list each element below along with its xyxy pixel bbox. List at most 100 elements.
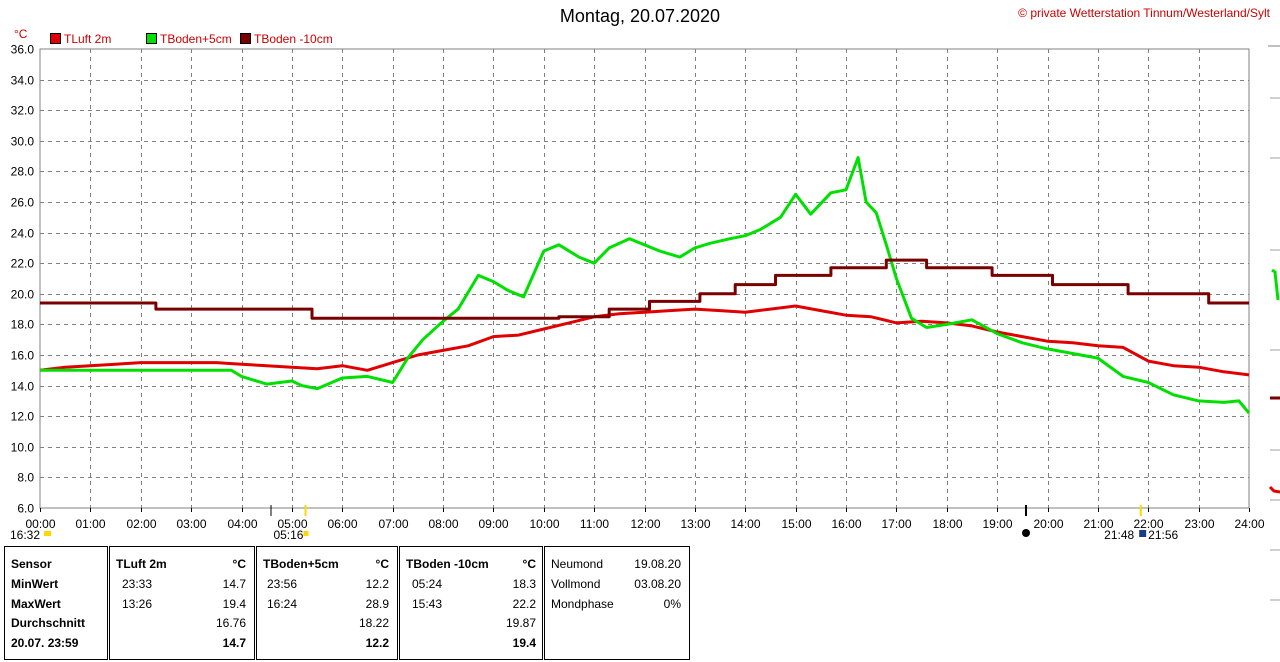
annotation-label: 21:56 — [1148, 528, 1178, 542]
max-time: 15:43 — [412, 597, 443, 611]
legend-swatch — [240, 33, 251, 44]
x-tick-label: 10:00 — [529, 517, 559, 531]
max-value: 28.9 — [365, 597, 389, 611]
x-tick-label: 09:00 — [478, 517, 508, 531]
min-value: 14.7 — [222, 577, 246, 591]
legend-swatch — [50, 33, 61, 44]
x-tick-label: 15:00 — [781, 517, 811, 531]
x-tick-label: 22:00 — [1133, 517, 1163, 531]
y-tick-label: 14.0 — [11, 380, 35, 394]
legend-label: TBoden+5cm — [160, 32, 232, 46]
series-line-3 — [40, 258, 1249, 320]
column-unit: °C — [522, 557, 536, 571]
legend-label: TLuft 2m — [64, 32, 112, 46]
current-value: 12.2 — [365, 636, 389, 650]
plot-area — [39, 48, 1250, 509]
y-tick-label: 22.0 — [11, 257, 35, 271]
series-line-1 — [39, 304, 1250, 377]
max-time: 13:26 — [122, 597, 153, 611]
y-tick-label: 12.0 — [11, 410, 35, 424]
y-tick-label: 28.0 — [11, 165, 35, 179]
x-tick-label: 00:00 — [25, 517, 55, 531]
stats-column-tboden5: TBoden+5cm °C 23:56 12.2 16:24 28.9 18.2… — [256, 546, 398, 660]
chart-title: Montag, 20.07.2020 — [559, 6, 721, 26]
series-lines — [39, 156, 1251, 415]
x-tick-label: 16:00 — [831, 517, 861, 531]
sun-marker — [303, 531, 309, 536]
edge-series-green — [1271, 268, 1280, 301]
moon-phase-label: Mondphase — [551, 597, 614, 611]
stats-labels-column: Sensor MinWert MaxWert Durchschnitt 20.0… — [4, 546, 108, 660]
min-time: 23:56 — [267, 577, 298, 591]
moon-phase-value: 0% — [663, 597, 681, 611]
axes: 6.0 8.0 10.0 12.0 14.0 16.0 18.0 20.0 22.0 24.0 26… — [11, 43, 1265, 532]
legend-item-tboden10: TBoden -10cm — [240, 32, 333, 46]
annotation-label: 16:32 — [10, 528, 40, 542]
legend-swatch — [146, 33, 157, 44]
label-min: MinWert — [11, 577, 59, 591]
copyright-text: © private Wetterstation Tinnum/Westerlan… — [1018, 6, 1270, 20]
y-axis-unit: °C — [14, 27, 28, 41]
min-value: 18.3 — [512, 577, 536, 591]
x-tick-label: 06:00 — [327, 517, 357, 531]
legend-label: TBoden -10cm — [254, 32, 333, 46]
max-value: 19.4 — [222, 597, 246, 611]
min-time: 23:33 — [122, 577, 153, 591]
x-tick-label: 05:00 — [277, 517, 307, 531]
y-tick-label: 36.0 — [11, 43, 35, 57]
x-tick-label: 18:00 — [932, 517, 962, 531]
y-tick-label: 34.0 — [11, 74, 35, 88]
column-unit: °C — [232, 557, 246, 571]
x-tick-label: 14:00 — [730, 517, 760, 531]
column-name: TLuft 2m — [116, 557, 167, 571]
new-moon-icon — [1022, 529, 1030, 537]
x-tick-label: 13:00 — [680, 517, 710, 531]
label-avg: Durchschnitt — [11, 616, 86, 630]
x-tick-label: 21:00 — [1083, 517, 1113, 531]
grid — [39, 48, 1250, 509]
y-tick-label: 26.0 — [11, 196, 35, 210]
y-tick-label: 20.0 — [11, 288, 35, 302]
label-sensor: Sensor — [11, 557, 52, 571]
x-tick-label: 02:00 — [126, 517, 156, 531]
x-tick-label: 20:00 — [1033, 517, 1063, 531]
legend-item-tluft: TLuft 2m — [50, 32, 111, 46]
x-tick-label: 11:00 — [580, 517, 609, 531]
legend-item-tboden5: TBoden+5cm — [146, 32, 232, 46]
moon-full-label: Vollmond — [551, 577, 601, 591]
x-tick-label: 19:00 — [982, 517, 1012, 531]
min-value: 12.2 — [365, 577, 389, 591]
x-tick-label: 04:00 — [227, 517, 257, 531]
right-edge-indicators — [1268, 45, 1280, 601]
x-tick-label: 23:00 — [1184, 517, 1214, 531]
y-tick-label: 18.0 — [11, 318, 35, 332]
moon-full-date: 03.08.20 — [634, 577, 681, 591]
annotation-label: 21:48 — [1104, 528, 1134, 542]
moon-new-date: 19.08.20 — [634, 557, 681, 571]
avg-value: 18.22 — [358, 616, 389, 630]
moon-marker-box — [1139, 530, 1147, 537]
moon-info: Neumond 19.08.20 Vollmond 03.08.20 Mondp… — [544, 546, 690, 660]
label-current: 20.07. 23:59 — [11, 636, 79, 650]
series-line-2 — [40, 156, 1251, 415]
current-value: 14.7 — [222, 636, 246, 650]
max-time: 16:24 — [267, 597, 298, 611]
x-tick-label: 12:00 — [630, 517, 660, 531]
y-tick-label: 10.0 — [11, 441, 35, 455]
current-value: 19.4 — [512, 636, 536, 650]
x-tick-label: 03:00 — [176, 517, 206, 531]
x-tick-label: 07:00 — [378, 517, 408, 531]
y-tick-label: 30.0 — [11, 135, 35, 149]
x-tick-label: 17:00 — [881, 517, 911, 531]
label-max: MaxWert — [11, 597, 61, 611]
y-tick-label: 16.0 — [11, 349, 35, 363]
avg-value: 16.76 — [215, 616, 246, 630]
stats-column-tboden10: TBoden -10cm °C 05:24 18.3 15:43 22.2 19… — [399, 546, 543, 660]
annotation-label: 05:16 — [273, 528, 303, 542]
moon-new-label: Neumond — [551, 557, 604, 571]
max-value: 22.2 — [512, 597, 536, 611]
x-tick-label: 24:00 — [1234, 517, 1264, 531]
x-tick-label: 01:00 — [75, 517, 105, 531]
column-name: TBoden -10cm — [406, 557, 489, 571]
stats-column-tluft: TLuft 2m °C 23:33 14.7 13:26 19.4 16.76 … — [109, 546, 255, 660]
